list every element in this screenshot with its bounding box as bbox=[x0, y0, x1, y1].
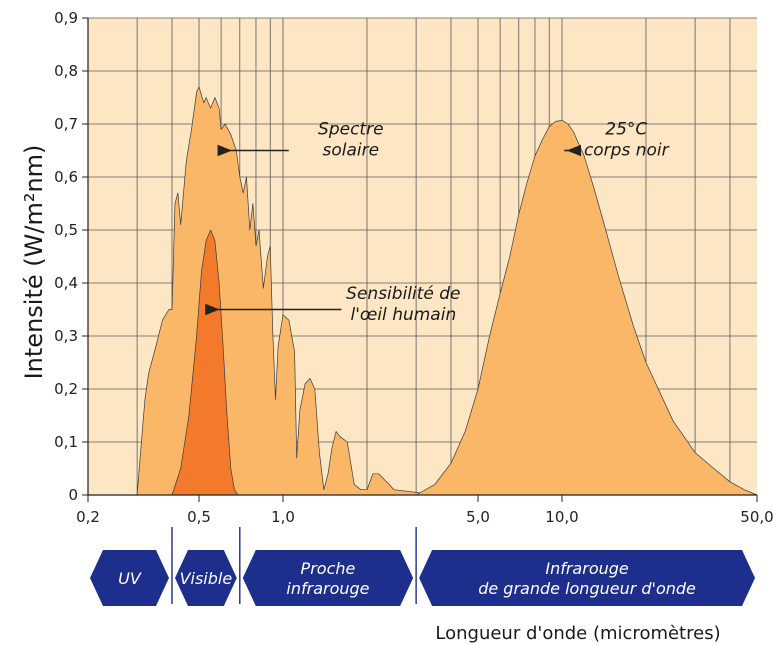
axes bbox=[82, 17, 758, 502]
band-proche-infrarouge bbox=[242, 550, 414, 606]
x-tick-label: 50,0 bbox=[740, 508, 773, 526]
y-tick-label: 0,8 bbox=[54, 62, 78, 80]
y-tick-label: 0,2 bbox=[54, 380, 78, 398]
annotation-label: 25°C bbox=[605, 120, 647, 140]
y-tick-label: 0,5 bbox=[54, 221, 78, 239]
tick-labels: 0 0,1 0,2 0,3 0,4 0,5 0,6 0,7 0,8 0,9 0,2 0,5 1,0 5,0… bbox=[54, 9, 773, 526]
band-label: Infrarouge bbox=[545, 559, 629, 578]
band-label: de grande longueur d'onde bbox=[478, 579, 696, 598]
annotation-label: Sensibilité de bbox=[346, 284, 460, 304]
y-tick-label: 0,1 bbox=[54, 433, 78, 451]
annotation-label: l'œil humain bbox=[350, 305, 456, 325]
y-tick-label: 0,9 bbox=[54, 9, 78, 27]
x-tick-label: 10,0 bbox=[545, 508, 578, 526]
y-tick-label: 0,4 bbox=[54, 274, 78, 292]
x-tick-label: 0,2 bbox=[76, 508, 100, 526]
x-tick-label: 0,5 bbox=[187, 508, 211, 526]
y-axis-label: Intensité (W/m²nm) bbox=[20, 145, 48, 380]
band-label: Proche bbox=[301, 559, 356, 578]
band-label: UV bbox=[118, 569, 142, 588]
x-tick-label: 5,0 bbox=[466, 508, 490, 526]
band-label: Visible bbox=[180, 569, 233, 588]
y-tick-label: 0,3 bbox=[54, 327, 78, 345]
series-areas bbox=[136, 86, 758, 496]
band-label: infrarouge bbox=[286, 579, 369, 598]
y-tick-label: 0,6 bbox=[54, 168, 78, 186]
series-area-sensibilite-de-l-il-humain bbox=[171, 229, 239, 496]
band-visible bbox=[174, 550, 237, 606]
y-tick-label: 0,7 bbox=[54, 115, 78, 133]
y-tick-label: 0 bbox=[68, 486, 78, 504]
x-tick-label: 1,0 bbox=[271, 508, 295, 526]
series-area-25-c-corps-noir bbox=[415, 119, 758, 496]
band-uv bbox=[90, 550, 169, 606]
x-axis-label: Longueur d'onde (micromètres) bbox=[435, 623, 720, 644]
annotation-label: Spectre bbox=[318, 120, 384, 140]
annotation-label: solaire bbox=[323, 141, 380, 161]
band-infrarouge-de-grande-longueur-d-onde bbox=[419, 550, 755, 606]
annotation-label: corps noir bbox=[584, 141, 670, 161]
